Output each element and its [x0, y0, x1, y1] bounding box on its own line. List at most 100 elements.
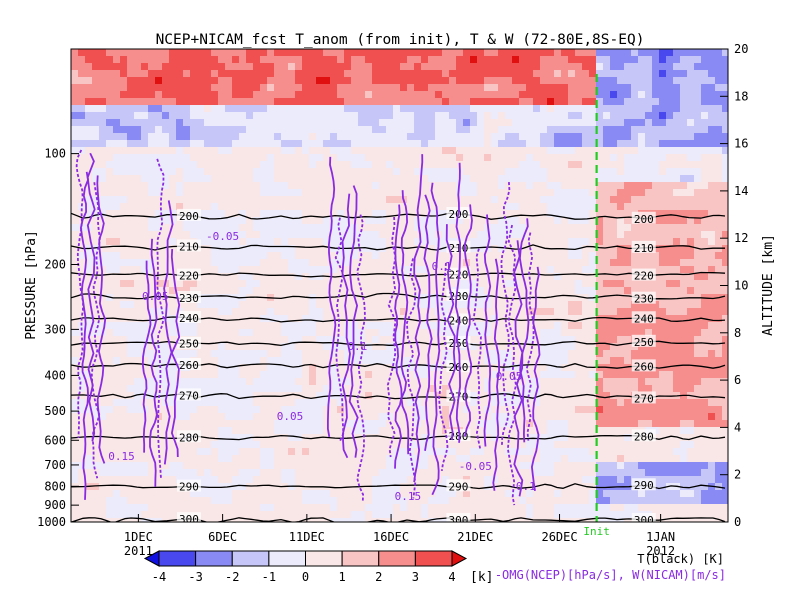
- heat-cell: [673, 168, 681, 176]
- heat-cell: [330, 77, 338, 85]
- heat-cell: [603, 378, 611, 386]
- heat-cell: [631, 161, 639, 169]
- heat-cell: [456, 133, 464, 141]
- heat-cell: [386, 91, 394, 99]
- heat-cell: [358, 371, 366, 379]
- heat-cell: [274, 273, 282, 281]
- heat-cell: [519, 189, 527, 197]
- heat-cell: [155, 98, 163, 106]
- heat-cell: [673, 133, 681, 141]
- heat-cell: [106, 98, 114, 106]
- heat-cell: [225, 350, 233, 358]
- heat-cell: [253, 259, 261, 267]
- heat-cell: [316, 56, 324, 64]
- heat-cell: [274, 203, 282, 211]
- heat-cell: [386, 154, 394, 162]
- heat-cell: [540, 406, 548, 414]
- heat-cell: [407, 63, 415, 71]
- heat-cell: [85, 371, 93, 379]
- heat-cell: [666, 77, 674, 85]
- heat-cell: [379, 392, 387, 400]
- heat-cell: [554, 294, 562, 302]
- heat-cell: [379, 203, 387, 211]
- heat-cell: [239, 357, 247, 365]
- heat-cell: [113, 161, 121, 169]
- heat-cell: [316, 280, 324, 288]
- heat-cell: [687, 84, 695, 92]
- heat-cell: [190, 231, 198, 239]
- heat-cell: [148, 406, 156, 414]
- heat-cell: [176, 252, 184, 260]
- heat-cell: [505, 364, 513, 372]
- heat-cell: [589, 126, 597, 134]
- heat-cell: [484, 119, 492, 127]
- heat-cell: [491, 224, 499, 232]
- heat-cell: [638, 161, 646, 169]
- heat-cell: [323, 210, 331, 218]
- heat-cell: [428, 371, 436, 379]
- heat-cell: [659, 301, 667, 309]
- heat-cell: [337, 140, 345, 148]
- heat-cell: [246, 392, 254, 400]
- heat-cell: [71, 154, 79, 162]
- heat-cell: [519, 343, 527, 351]
- heat-cell: [659, 189, 667, 197]
- heat-cell: [197, 56, 205, 64]
- heat-cell: [505, 112, 513, 120]
- heat-cell: [470, 336, 478, 344]
- heat-cell: [365, 392, 373, 400]
- heat-cell: [687, 63, 695, 71]
- heat-cell: [673, 70, 681, 78]
- heat-cell: [624, 336, 632, 344]
- heat-cell: [113, 217, 121, 225]
- heat-cell: [561, 287, 569, 295]
- heat-cell: [435, 49, 443, 57]
- heat-cell: [428, 49, 436, 57]
- heat-cell: [547, 140, 555, 148]
- heat-cell: [722, 63, 728, 71]
- heat-cell: [379, 49, 387, 57]
- heat-cell: [267, 266, 275, 274]
- heat-cell: [344, 308, 352, 316]
- heat-cell: [547, 91, 555, 99]
- heat-cell: [316, 287, 324, 295]
- heat-cell: [225, 224, 233, 232]
- heat-cell: [498, 329, 506, 337]
- heat-cell: [498, 224, 506, 232]
- heat-cell: [484, 56, 492, 64]
- heat-cell: [204, 350, 212, 358]
- heat-cell: [708, 196, 716, 204]
- heat-cell: [624, 385, 632, 393]
- heat-cell: [253, 70, 261, 78]
- heat-cell: [71, 189, 79, 197]
- heat-cell: [218, 252, 226, 260]
- heat-cell: [617, 266, 625, 274]
- heat-cell: [533, 315, 541, 323]
- heat-cell: [141, 378, 149, 386]
- heat-cell: [274, 399, 282, 407]
- heat-cell: [344, 133, 352, 141]
- heat-cell: [722, 259, 728, 267]
- heat-cell: [148, 210, 156, 218]
- heat-cell: [162, 287, 170, 295]
- heat-cell: [274, 119, 282, 127]
- heat-cell: [162, 224, 170, 232]
- heat-cell: [680, 140, 688, 148]
- heat-cell: [211, 175, 219, 183]
- heat-cell: [120, 273, 128, 281]
- heat-cell: [645, 203, 653, 211]
- heat-cell: [351, 210, 359, 218]
- heat-cell: [547, 133, 555, 141]
- heat-cell: [218, 182, 226, 190]
- heat-cell: [113, 70, 121, 78]
- heat-cell: [631, 371, 639, 379]
- heat-cell: [99, 336, 107, 344]
- heat-cell: [505, 161, 513, 169]
- heat-cell: [533, 154, 541, 162]
- heat-cell: [155, 175, 163, 183]
- heat-cell: [456, 98, 464, 106]
- heat-cell: [694, 63, 702, 71]
- heat-cell: [701, 49, 709, 57]
- heat-cell: [99, 413, 107, 421]
- heat-cell: [218, 357, 226, 365]
